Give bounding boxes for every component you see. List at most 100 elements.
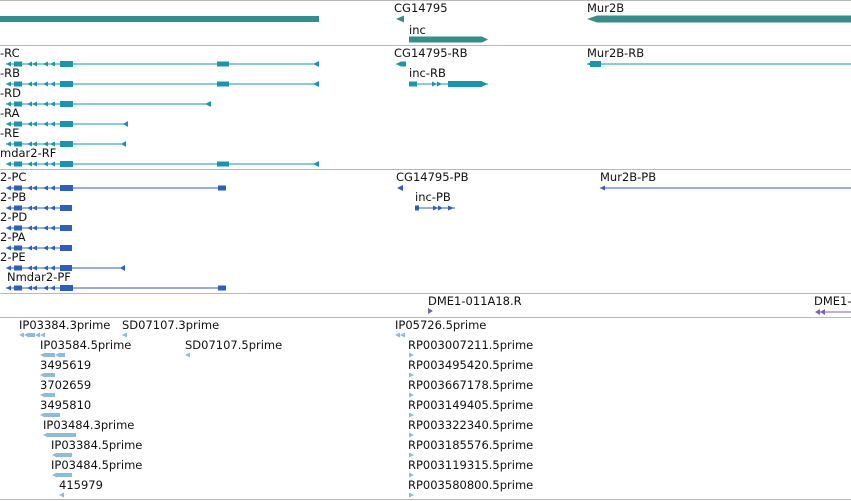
est-3702659-glyph[interactable] xyxy=(40,392,55,398)
est-rp003667178-glyph[interactable] xyxy=(409,392,414,398)
est-ip03384-3prime-glyph[interactable] xyxy=(19,332,45,338)
est-label[interactable]: 3495619 xyxy=(40,358,92,372)
protein-track xyxy=(6,185,851,291)
est-label[interactable]: IP03384.3prime xyxy=(19,318,111,332)
transcript-label-ra[interactable]: -RA xyxy=(0,106,20,120)
protein-label-cg14795-pb[interactable]: CG14795-PB xyxy=(396,170,469,184)
est-rp003495420-glyph[interactable] xyxy=(409,372,414,378)
gene-label-inc[interactable]: inc xyxy=(409,23,426,37)
est-label[interactable]: 3702659 xyxy=(40,378,92,392)
transcript-cg14795-rb[interactable] xyxy=(396,61,406,67)
transcript-label-mur2b-rb[interactable]: Mur2B-RB xyxy=(587,46,645,60)
est-rp003580800-glyph[interactable] xyxy=(409,492,414,498)
track-divider xyxy=(0,317,851,318)
est-label[interactable]: RP003495420.5prime xyxy=(408,358,534,372)
transcript-inc-rb[interactable] xyxy=(409,81,488,87)
rna-track xyxy=(6,61,851,167)
est-label[interactable]: RP003580800.5prime xyxy=(408,478,534,492)
est-label[interactable]: SD07107.5prime xyxy=(185,338,283,352)
transcript-label-rd[interactable]: -RD xyxy=(0,86,21,100)
clone-track xyxy=(428,308,851,315)
transcript-rc[interactable] xyxy=(6,61,319,67)
protein-pc[interactable] xyxy=(6,185,226,191)
transcript-rb[interactable] xyxy=(6,81,319,87)
est-ip03384-5prime-glyph[interactable] xyxy=(52,452,72,458)
transcript-label-cg14795-rb[interactable]: CG14795-RB xyxy=(394,46,468,60)
est-3495619-glyph[interactable] xyxy=(40,372,55,378)
track-divider xyxy=(0,499,851,500)
est-track xyxy=(19,332,414,498)
protein-pd[interactable] xyxy=(6,225,72,231)
clone-label-dme1-cut[interactable]: DME1- xyxy=(814,294,851,308)
track-divider xyxy=(0,45,851,46)
est-label[interactable]: RP003007211.5prime xyxy=(408,338,534,352)
est-label[interactable]: IP03384.5prime xyxy=(51,438,143,452)
protein-mur2b-pb[interactable] xyxy=(600,185,851,191)
clone-label-dme1-r[interactable]: DME1-011A18.R xyxy=(428,294,522,308)
est-label[interactable]: SD07107.3prime xyxy=(122,318,220,332)
est-sd07107-3prime-glyph[interactable] xyxy=(122,332,127,338)
est-label[interactable]: RP003119315.5prime xyxy=(408,458,534,472)
protein-label-pc[interactable]: 2-PC xyxy=(0,170,27,184)
est-label[interactable]: 3495810 xyxy=(40,398,92,412)
protein-label-mur2b-pb[interactable]: Mur2B-PB xyxy=(600,170,657,184)
est-rp003185576-glyph[interactable] xyxy=(409,452,414,458)
est-415979-glyph[interactable] xyxy=(59,492,64,498)
est-label[interactable]: RP003322340.5prime xyxy=(408,418,534,432)
est-label[interactable]: IP03584.5prime xyxy=(40,338,132,352)
protein-label-inc-pb[interactable]: inc-PB xyxy=(415,190,451,204)
gene-label-cg14795[interactable]: CG14795 xyxy=(394,1,448,15)
gene-inc-glyph[interactable] xyxy=(409,36,488,43)
est-ip05726-5prime-glyph[interactable] xyxy=(395,332,405,338)
est-sd07107-5prime-glyph[interactable] xyxy=(185,352,190,358)
est-rp003007211-glyph[interactable] xyxy=(409,352,414,358)
protein-pe[interactable] xyxy=(6,265,125,271)
est-3495810-glyph[interactable] xyxy=(40,412,60,418)
transcript-re[interactable] xyxy=(6,141,126,147)
protein-pa[interactable] xyxy=(6,245,72,251)
protein-label-pe[interactable]: 2-PE xyxy=(0,250,26,264)
transcript-ra[interactable] xyxy=(6,121,128,127)
est-ip03484-3prime-glyph[interactable] xyxy=(43,432,76,438)
protein-label-pa[interactable]: 2-PA xyxy=(0,230,26,244)
est-rp003149405-glyph[interactable] xyxy=(409,412,414,418)
est-label[interactable]: RP003149405.5prime xyxy=(408,398,534,412)
protein-label-pf[interactable]: Nmdar2-PF xyxy=(7,270,71,284)
est-rp003322340-glyph[interactable] xyxy=(409,432,414,438)
gene-label-mur2b[interactable]: Mur2B xyxy=(587,1,625,15)
transcript-rf[interactable] xyxy=(6,161,319,167)
transcript-label-rf[interactable]: mdar2-RF xyxy=(0,146,57,160)
track-divider xyxy=(0,0,851,1)
est-label[interactable]: IP05726.5prime xyxy=(395,318,487,332)
gene-cg14795-glyph[interactable] xyxy=(396,15,404,23)
gene-nmdar2-glyph[interactable] xyxy=(0,16,319,22)
transcript-label-inc-rb[interactable]: inc-RB xyxy=(409,66,446,80)
clone-dme1-left-glyph[interactable] xyxy=(815,309,820,315)
protein-label-pb[interactable]: 2-PB xyxy=(0,190,27,204)
track-divider xyxy=(0,169,851,170)
transcript-label-rc[interactable]: -RC xyxy=(0,46,20,60)
gene-mur2b-glyph[interactable] xyxy=(587,15,851,23)
est-label[interactable]: 415979 xyxy=(59,478,103,492)
protein-pf[interactable] xyxy=(6,285,226,291)
transcript-mur2b-rb[interactable] xyxy=(587,61,851,67)
gene-track xyxy=(0,15,851,43)
transcript-label-rb[interactable]: -RB xyxy=(0,66,21,80)
transcript-label-re[interactable]: -RE xyxy=(0,126,20,140)
protein-inc-pb[interactable] xyxy=(415,205,455,211)
transcript-rd[interactable] xyxy=(6,101,211,107)
est-label[interactable]: IP03484.5prime xyxy=(51,458,143,472)
est-ip03484-5prime-glyph[interactable] xyxy=(52,472,72,478)
est-ip03584-5prime-glyph[interactable] xyxy=(40,352,65,358)
clone-dme1-r-glyph[interactable] xyxy=(428,308,433,314)
est-label[interactable]: RP003185576.5prime xyxy=(408,438,534,452)
protein-label-pd[interactable]: 2-PD xyxy=(0,210,28,224)
track-divider xyxy=(0,293,851,294)
protein-pb[interactable] xyxy=(6,205,72,211)
protein-cg14795-pb[interactable] xyxy=(397,185,403,191)
est-rp003119315-glyph[interactable] xyxy=(409,472,414,478)
est-label[interactable]: IP03484.3prime xyxy=(43,418,135,432)
est-label[interactable]: RP003667178.5prime xyxy=(408,378,534,392)
